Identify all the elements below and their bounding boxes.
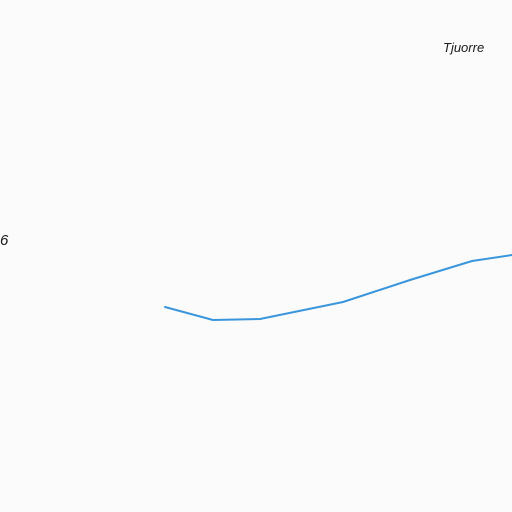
road-number-label: 6: [0, 232, 8, 249]
place-label[interactable]: Tjuorre: [443, 40, 484, 55]
road-line[interactable]: [165, 255, 512, 320]
